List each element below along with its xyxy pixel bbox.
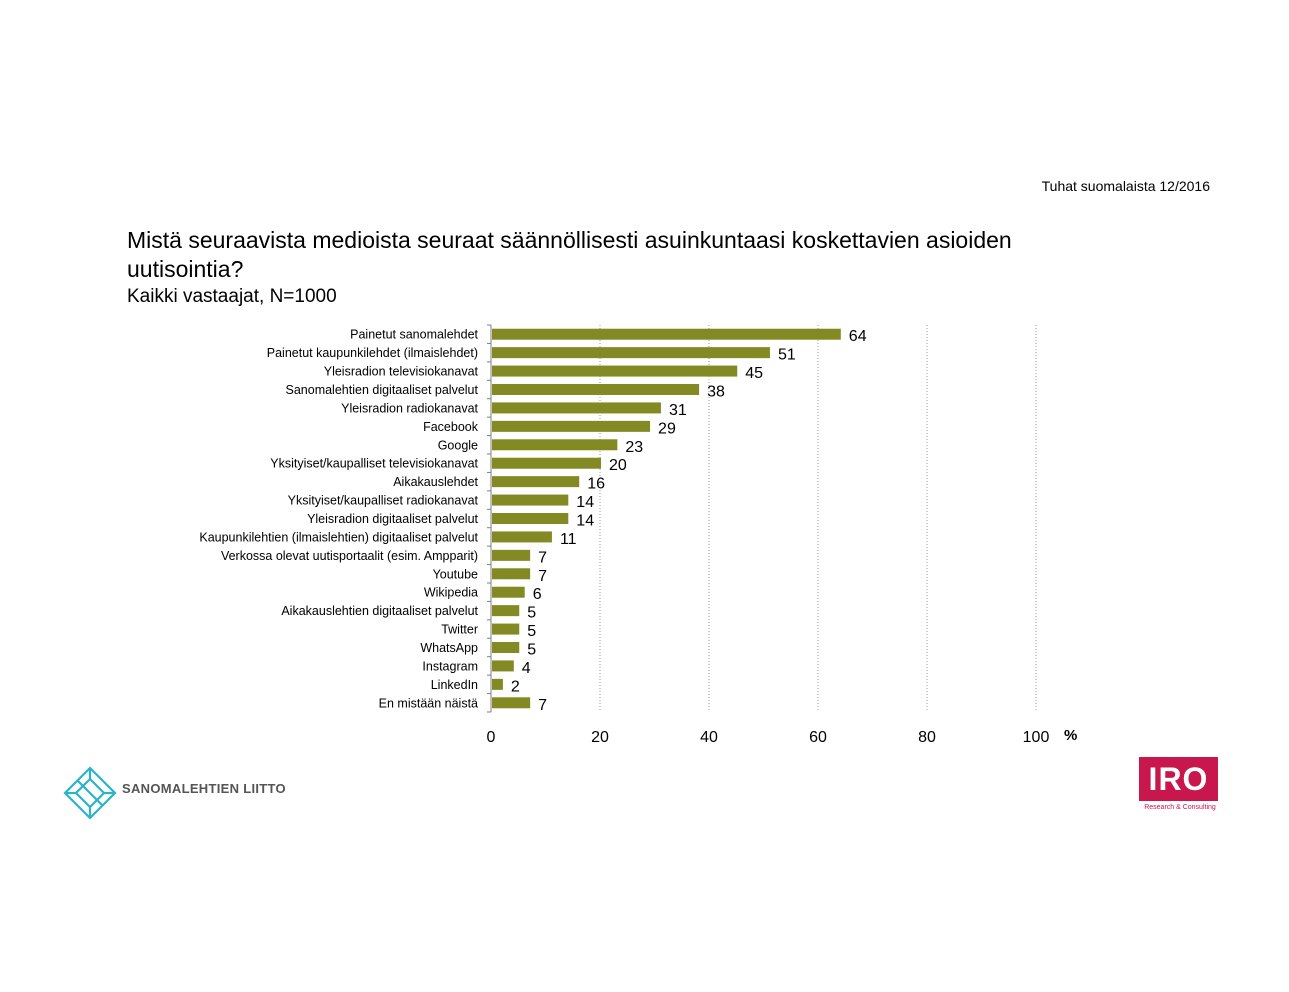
- bar-value-label: 5: [527, 605, 536, 622]
- category-label: Facebook: [423, 420, 479, 434]
- category-label: En mistään näistä: [379, 696, 478, 710]
- x-tick-label: 60: [809, 729, 827, 746]
- bar: [492, 384, 700, 395]
- bar: [492, 549, 531, 561]
- x-tick-label: 20: [591, 729, 609, 746]
- bar: [492, 531, 552, 543]
- bar: [492, 678, 503, 690]
- category-label: Twitter: [441, 623, 478, 637]
- bar: [492, 457, 601, 469]
- category-label: LinkedIn: [431, 678, 478, 692]
- category-label: Aikakauslehtien digitaaliset palvelut: [281, 604, 478, 618]
- bar: [492, 347, 770, 359]
- sanomalehtien-liitto-text: SANOMALEHTIEN LIITTO: [122, 781, 286, 796]
- bar: [492, 513, 569, 524]
- chart-subtitle: Kaikki vastaajat, N=1000: [127, 286, 337, 307]
- bar-value-label: 29: [658, 420, 676, 437]
- iro-logo: IRO Research & Consulting: [1139, 757, 1221, 819]
- axis-layer: 0 20 40 60 80 100%: [487, 324, 1077, 746]
- bar-value-label: 6: [533, 586, 542, 603]
- bar: [492, 476, 580, 488]
- bar-value-label: 23: [625, 439, 643, 456]
- bar: [492, 568, 531, 580]
- bar-value-label: 7: [538, 697, 547, 714]
- category-label: WhatsApp: [420, 641, 478, 655]
- bar-value-label: 7: [538, 568, 547, 585]
- bar: [492, 623, 520, 635]
- bar: [492, 365, 738, 377]
- x-unit-label: %: [1064, 727, 1077, 744]
- bar-value-label: 2: [511, 678, 520, 695]
- bar-value-label: 16: [587, 476, 605, 493]
- category-label: Yleisradion radiokanavat: [341, 401, 478, 415]
- grid-layer: [599, 325, 1037, 712]
- bar-value-label: 51: [778, 347, 796, 364]
- bar: [492, 494, 569, 506]
- bar-value-label: 45: [745, 365, 763, 382]
- x-tick-label: 40: [700, 729, 718, 746]
- bar-layer: [492, 328, 841, 709]
- category-label: Yksityiset/kaupalliset radiokanavat: [288, 494, 479, 508]
- bar-value-label: 14: [576, 494, 594, 511]
- category-label: Wikipedia: [424, 586, 478, 600]
- x-tick-label: 100: [1023, 729, 1050, 746]
- diamond-logo-icon: [63, 766, 117, 820]
- category-label: Yleisradion televisiokanavat: [324, 365, 479, 379]
- bar: [492, 697, 531, 709]
- iro-tagline: Research & Consulting: [1144, 804, 1216, 811]
- bar-value-label: 20: [609, 457, 627, 474]
- bar-value-label: 31: [669, 402, 687, 419]
- bar-value-label: 14: [576, 513, 594, 530]
- category-label: Painetut kaupunkilehdet (ilmaislehdet): [267, 346, 478, 360]
- bar-value-label: 38: [707, 384, 725, 401]
- category-label: Yleisradion digitaaliset palvelut: [307, 512, 478, 526]
- bar: [492, 420, 651, 432]
- bar-value-label: 4: [522, 660, 531, 677]
- category-label: Kaupunkilehtien (ilmaislehtien) digitaal…: [199, 530, 478, 544]
- category-label: Sanomalehtien digitaaliset palvelut: [286, 383, 479, 397]
- category-label: Google: [438, 438, 478, 452]
- bar: [492, 660, 514, 672]
- corner-note: Tuhat suomalaista 12/2016: [1041, 178, 1210, 194]
- x-tick-label: 0: [487, 729, 496, 746]
- category-label: Instagram: [422, 659, 478, 673]
- bar-value-label: 7: [538, 549, 547, 566]
- bar: [492, 642, 520, 653]
- bar: [492, 439, 618, 451]
- bar: [492, 402, 661, 414]
- bar-value-label: 5: [527, 623, 536, 640]
- bar-value-label: 11: [560, 531, 577, 548]
- bar: [492, 328, 841, 340]
- category-label: Yksityiset/kaupalliset televisiokanavat: [270, 457, 478, 471]
- category-label: Verkossa olevat uutisportaalit (esim. Am…: [221, 549, 478, 563]
- bar: [492, 586, 525, 598]
- iro-logo-mark: IRO: [1139, 757, 1218, 801]
- category-label: Painetut sanomalehdet: [350, 328, 478, 342]
- sanomalehtien-liitto-logo: SANOMALEHTIEN LIITTO: [62, 765, 302, 821]
- category-label: Aikakauslehdet: [393, 475, 478, 489]
- bar-value-label: 5: [527, 642, 536, 659]
- category-label: Youtube: [433, 567, 478, 581]
- chart-title: Mistä seuraavista medioista seuraat sään…: [127, 227, 1012, 282]
- bar-value-label: 64: [849, 328, 867, 345]
- x-tick-label: 80: [918, 729, 936, 746]
- bar: [492, 605, 520, 617]
